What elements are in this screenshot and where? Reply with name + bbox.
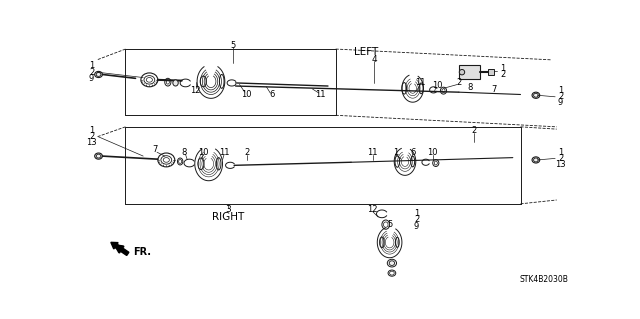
Text: 1: 1 bbox=[500, 64, 506, 73]
Ellipse shape bbox=[95, 153, 102, 159]
Text: 4: 4 bbox=[371, 55, 377, 63]
Text: 1: 1 bbox=[558, 86, 563, 95]
Ellipse shape bbox=[532, 92, 540, 98]
Ellipse shape bbox=[141, 73, 158, 87]
Text: 6: 6 bbox=[410, 148, 415, 157]
Text: 11: 11 bbox=[415, 78, 426, 87]
Text: STK4B2030B: STK4B2030B bbox=[519, 275, 568, 284]
Text: 6: 6 bbox=[269, 90, 275, 99]
Text: 7: 7 bbox=[152, 145, 157, 154]
Text: 1: 1 bbox=[89, 62, 94, 70]
Text: 7: 7 bbox=[491, 85, 496, 94]
Text: 8: 8 bbox=[468, 83, 473, 92]
Text: 9: 9 bbox=[558, 99, 563, 108]
Text: 3: 3 bbox=[225, 205, 231, 214]
Text: RIGHT: RIGHT bbox=[212, 212, 244, 222]
Text: LEFT: LEFT bbox=[355, 47, 379, 57]
Text: 13: 13 bbox=[86, 138, 97, 147]
Text: 2: 2 bbox=[558, 154, 563, 163]
Text: 10: 10 bbox=[428, 148, 438, 157]
Text: 11: 11 bbox=[219, 148, 229, 157]
Text: 11: 11 bbox=[315, 90, 326, 99]
Ellipse shape bbox=[158, 153, 175, 167]
Text: 11: 11 bbox=[367, 148, 378, 157]
Text: 2: 2 bbox=[244, 148, 250, 157]
Ellipse shape bbox=[460, 70, 465, 75]
Text: 1: 1 bbox=[414, 209, 419, 218]
Text: 2: 2 bbox=[89, 132, 94, 141]
Text: 1: 1 bbox=[89, 126, 94, 135]
Text: 1: 1 bbox=[393, 148, 398, 157]
Text: 12: 12 bbox=[367, 205, 378, 214]
Text: 9: 9 bbox=[414, 222, 419, 231]
Ellipse shape bbox=[173, 80, 178, 86]
Bar bbox=[459, 65, 481, 79]
Text: 10: 10 bbox=[198, 148, 209, 157]
Text: 2: 2 bbox=[456, 78, 461, 87]
Text: 2: 2 bbox=[472, 126, 477, 135]
Text: 10: 10 bbox=[432, 81, 443, 90]
Ellipse shape bbox=[387, 259, 397, 267]
Text: 5: 5 bbox=[387, 220, 392, 229]
Text: 9: 9 bbox=[89, 74, 94, 83]
Text: 2: 2 bbox=[414, 216, 419, 225]
Text: FR.: FR. bbox=[132, 247, 150, 257]
Text: 13: 13 bbox=[556, 160, 566, 169]
Text: 2: 2 bbox=[89, 68, 94, 77]
Text: 12: 12 bbox=[190, 86, 201, 95]
Bar bbox=[488, 69, 494, 75]
Text: 5: 5 bbox=[230, 41, 235, 50]
FancyArrow shape bbox=[111, 242, 129, 256]
Ellipse shape bbox=[532, 157, 540, 163]
Ellipse shape bbox=[95, 71, 102, 78]
Text: 8: 8 bbox=[181, 148, 187, 157]
Text: 1: 1 bbox=[558, 148, 563, 157]
Text: 2: 2 bbox=[558, 92, 563, 101]
Text: 10: 10 bbox=[241, 90, 252, 99]
Text: 2: 2 bbox=[500, 70, 506, 79]
